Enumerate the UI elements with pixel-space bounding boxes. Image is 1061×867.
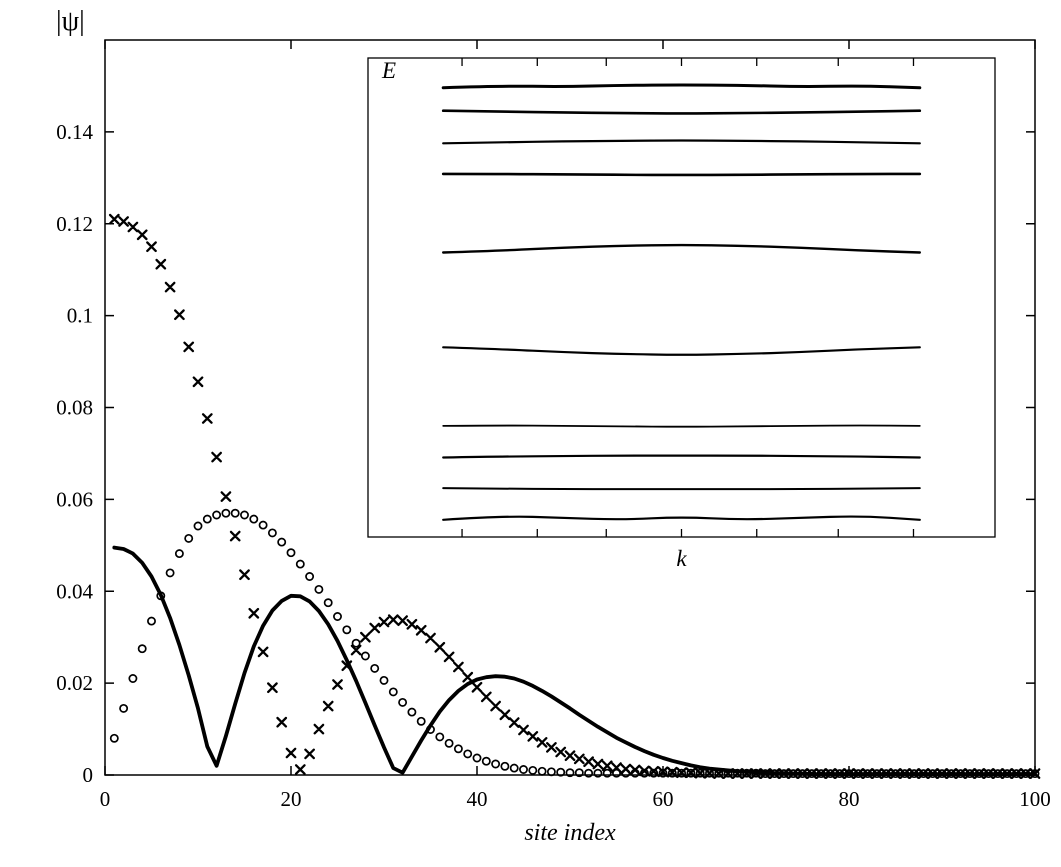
band-5 [442, 243, 921, 254]
band-8 [442, 454, 921, 459]
band-10 [442, 515, 921, 521]
y-axis-label: |ψ| [56, 6, 85, 37]
y-tick-label: 0.04 [56, 579, 93, 603]
x-tick-label: 20 [281, 787, 302, 811]
y-tick-label: 0.1 [67, 304, 93, 328]
y-tick-label: 0 [83, 763, 94, 787]
x-tick-label: 0 [100, 787, 111, 811]
series-circle-markers [109, 508, 1040, 779]
x-axis-label: site index [524, 820, 616, 846]
x-tick-label: 100 [1019, 787, 1051, 811]
x-tick-label: 60 [653, 787, 674, 811]
band-6 [442, 346, 921, 356]
band-3 [442, 139, 921, 145]
y-tick-label: 0.12 [56, 212, 93, 236]
inset-energy-bands [441, 83, 922, 521]
series-solid-line [112, 545, 1037, 776]
band-4 [441, 172, 922, 177]
y-tick-label: 0.06 [56, 487, 93, 511]
band-9 [442, 487, 921, 491]
inset-y-axis-label: E [382, 58, 397, 83]
x-axis-ticks: 0 20 40 60 80 100 [100, 40, 1051, 811]
band-1 [441, 83, 922, 90]
y-tick-label: 0.02 [56, 671, 93, 695]
y-tick-label: 0.08 [56, 396, 93, 420]
band-7 [442, 424, 921, 428]
band-2 [441, 109, 922, 115]
x-tick-label: 40 [467, 787, 488, 811]
y-tick-label: 0.14 [56, 120, 93, 144]
inset-plot-border [367, 57, 996, 538]
inset-x-axis-ticks [461, 58, 915, 537]
inset-x-axis-label: k [676, 546, 687, 571]
y-axis-ticks: 0 0.02 0.04 0.06 0.08 0.1 0.12 0.14 [56, 120, 1035, 787]
x-tick-label: 80 [839, 787, 860, 811]
